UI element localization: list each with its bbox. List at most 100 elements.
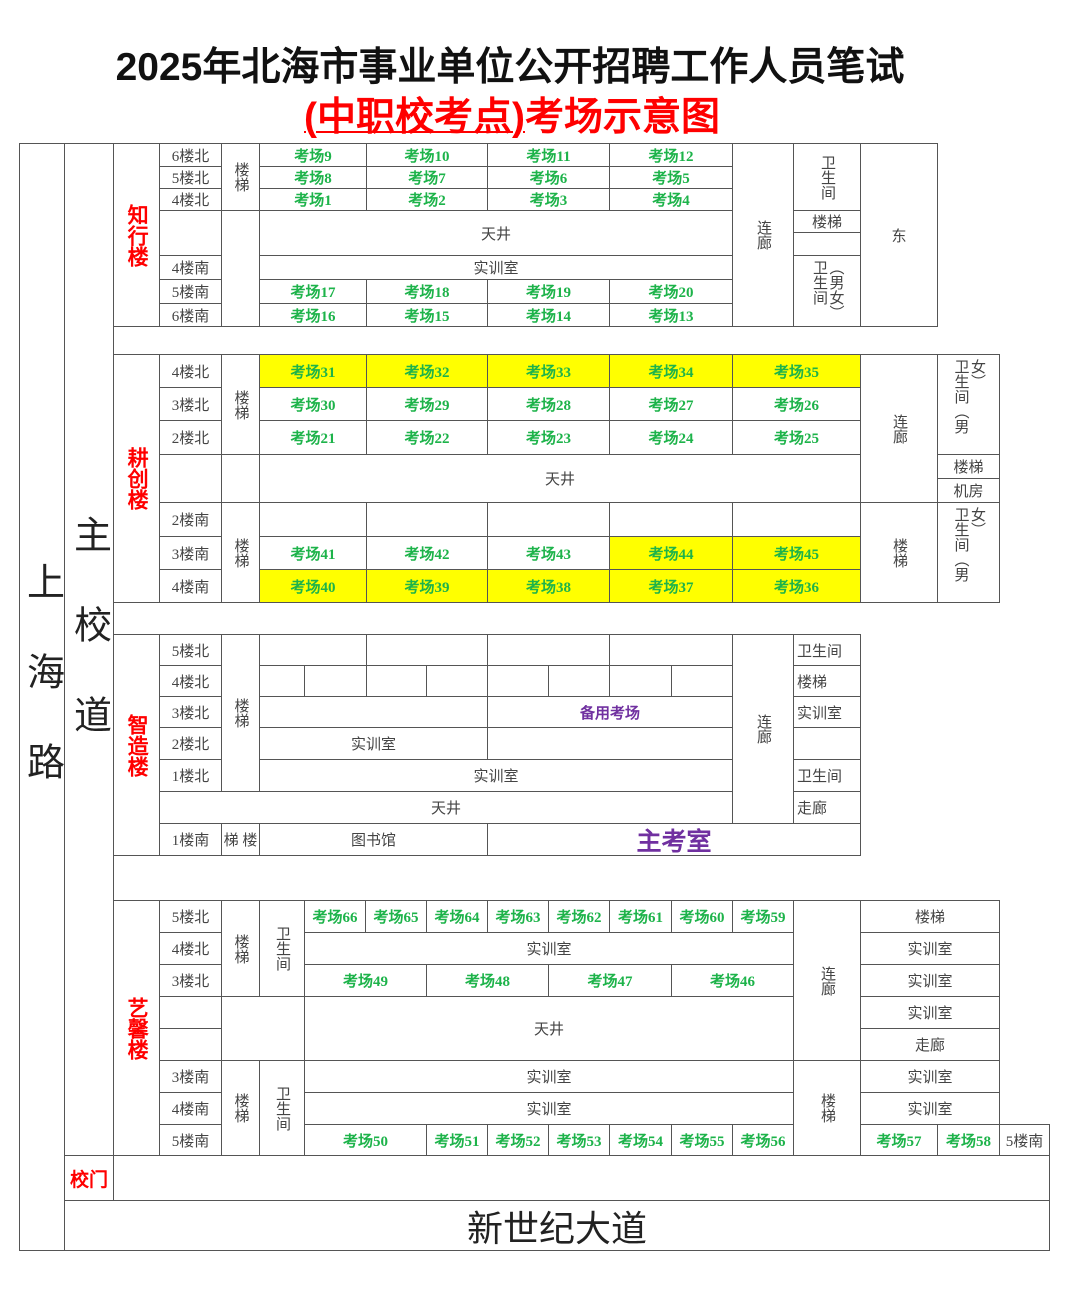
floor-label: 4楼北	[159, 932, 222, 965]
page-title: 2025年北海市事业单位公开招聘工作人员笔试	[115, 46, 905, 89]
stairs: 楼梯	[221, 502, 260, 603]
exam-room: 考场48	[426, 964, 549, 997]
atrium: 天井	[304, 996, 794, 1061]
exam-room: 考场57	[860, 1124, 938, 1156]
exam-room: 考场35	[732, 354, 861, 388]
exam-room: 考场36	[732, 569, 861, 603]
floor-label: 5楼北	[159, 166, 222, 189]
stairs: 楼梯	[221, 634, 260, 792]
floor-label: 4楼北	[159, 665, 222, 697]
exam-room: 考场18	[366, 279, 488, 304]
side-room: 实训室	[793, 696, 861, 728]
side-room: 实训室	[860, 996, 1000, 1029]
floor-label: 4楼北	[159, 354, 222, 388]
stairs: 楼梯	[221, 143, 260, 211]
stairs: 楼梯	[793, 1060, 861, 1156]
cell	[259, 634, 367, 666]
exam-room: 考场44	[609, 536, 733, 570]
exam-room: 考场28	[487, 387, 610, 421]
exam-room: 考场52	[487, 1124, 549, 1156]
exam-room: 考场30	[259, 387, 367, 421]
road-xinshiji: 新世纪大道	[64, 1200, 1050, 1251]
subtitle-text: 考场示意图	[524, 96, 720, 139]
exam-room: 考场16	[259, 303, 367, 327]
exam-room: 考场43	[487, 536, 610, 570]
floor-label: 2楼南	[159, 502, 222, 537]
cell	[159, 454, 222, 503]
exam-room: 考场20	[609, 279, 733, 304]
exam-room: 考场49	[304, 964, 427, 997]
cell	[548, 665, 610, 697]
cell	[304, 665, 367, 697]
side-room: 走廊	[793, 791, 861, 824]
exam-room: 考场39	[366, 569, 488, 603]
exam-room: 考场11	[487, 143, 610, 167]
main-exam-room: 主考室	[487, 823, 861, 856]
side-room: 楼梯	[860, 900, 1000, 933]
atrium: 天井	[259, 454, 861, 503]
restroom: 卫生间（男女）	[937, 502, 1000, 603]
cell	[221, 996, 305, 1061]
side-room: 走廊	[860, 1028, 1000, 1061]
restroom: 卫生间（男女）	[937, 354, 1000, 455]
exam-room: 考场1	[259, 188, 367, 211]
exam-room: 考场59	[732, 900, 794, 933]
exam-room: 考场14	[487, 303, 610, 327]
restroom: 卫生间	[793, 143, 861, 211]
floor-label: 5楼北	[159, 900, 222, 933]
floor-label: 3楼南	[159, 536, 222, 570]
page-subtitle: (中职校考点)考场示意图	[0, 86, 1024, 142]
floor-label: 5楼北	[159, 634, 222, 666]
floor-label: 2楼北	[159, 420, 222, 455]
exam-room: 考场60	[671, 900, 733, 933]
exam-room: 考场61	[609, 900, 672, 933]
building-name: 智造楼	[113, 634, 160, 856]
floor-label: 4楼南	[159, 569, 222, 603]
training-room: 实训室	[259, 255, 733, 280]
training-room: 实训室	[304, 932, 794, 965]
side-room: 卫生间	[793, 759, 861, 792]
cell	[487, 727, 733, 760]
exam-room: 考场29	[366, 387, 488, 421]
cell	[221, 454, 260, 503]
floor-label: 6楼北	[159, 143, 222, 167]
cell	[609, 502, 733, 537]
stairs: 楼梯	[937, 454, 1000, 479]
exam-room: 考场12	[609, 143, 733, 167]
exam-room: 考场4	[609, 188, 733, 211]
cell	[487, 502, 610, 537]
exam-room: 考场27	[609, 387, 733, 421]
cell	[366, 634, 488, 666]
cell	[671, 665, 733, 697]
exam-room: 考场6	[487, 166, 610, 189]
exam-room: 考场53	[548, 1124, 610, 1156]
stairs: 楼梯	[221, 900, 260, 997]
exam-room: 考场7	[366, 166, 488, 189]
exam-room: 考场51	[426, 1124, 488, 1156]
exam-room: 考场42	[366, 536, 488, 570]
machine-room: 机房	[937, 478, 1000, 503]
exam-room: 考场41	[259, 536, 367, 570]
cell	[159, 210, 222, 256]
exam-room: 考场55	[671, 1124, 733, 1156]
floor-label: 1楼南	[159, 823, 222, 856]
exam-room: 考场65	[365, 900, 427, 933]
stairs: 梯 楼	[221, 823, 260, 856]
exam-room: 考场25	[732, 420, 861, 455]
side-room: 楼梯	[793, 665, 861, 697]
atrium: 天井	[259, 210, 733, 256]
side-room	[793, 727, 861, 760]
exam-room: 考场40	[259, 569, 367, 603]
east-label: 东	[860, 143, 938, 327]
exam-room: 考场5	[609, 166, 733, 189]
stairs: 楼梯	[860, 502, 938, 603]
floor-label: 3楼北	[159, 696, 222, 728]
stairs: 楼梯	[221, 354, 260, 455]
floor-label: 4楼南	[159, 1092, 222, 1125]
building-name: 艺馨楼	[113, 900, 160, 1156]
exam-room: 考场19	[487, 279, 610, 304]
exam-room: 考场54	[609, 1124, 672, 1156]
cell	[159, 996, 222, 1029]
exam-room: 考场46	[671, 964, 794, 997]
floor-label: 3楼北	[159, 387, 222, 421]
